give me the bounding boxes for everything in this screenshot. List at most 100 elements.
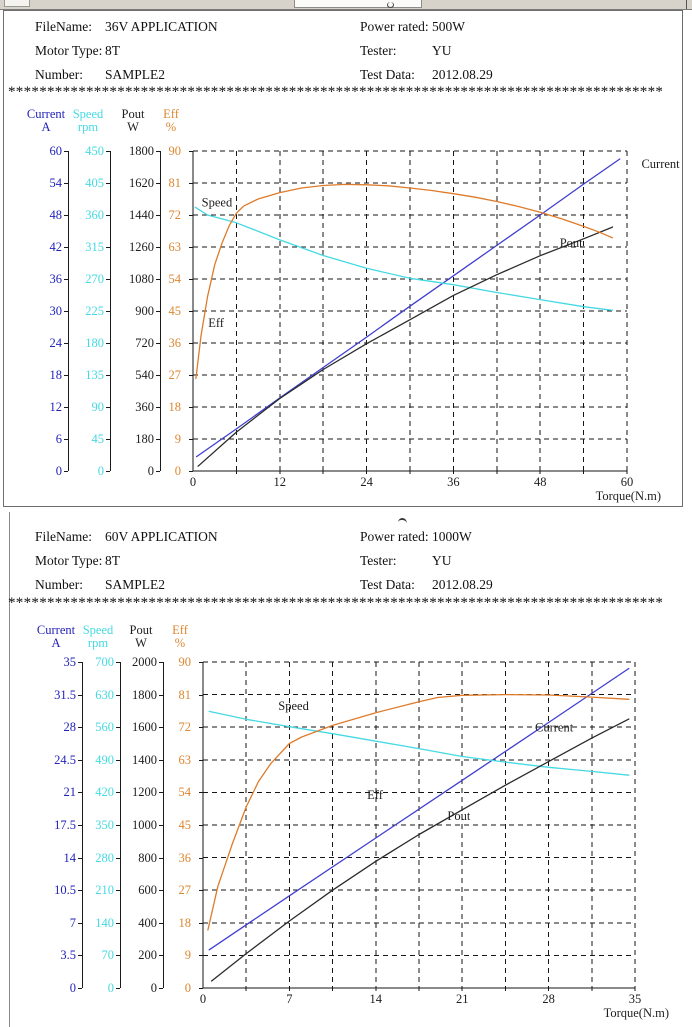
toolbar-glyph-icon: [387, 2, 394, 8]
y-axis-tick-label: 45: [178, 818, 192, 832]
y-axis-tick-label: 490: [95, 752, 114, 767]
y-axis-tick-label: 27: [178, 883, 192, 898]
toolbar-strip: [0, 0, 692, 10]
header-row: Number: SAMPLE2 Test Data: 2012.08.29: [0, 577, 692, 595]
y-axis-tick-label: 140: [95, 915, 114, 930]
y-axis-tick-label: 36: [168, 336, 182, 350]
motor-type-value: 8T: [105, 43, 120, 58]
y-axis-tick: [116, 955, 120, 957]
y-axis-tick: [64, 183, 68, 184]
y-axis-tick-label: 180: [135, 432, 154, 446]
y-axis-tick-label: 210: [95, 883, 114, 898]
y-axis-tick-label: 3.5: [60, 948, 76, 963]
x-axis-tick-label: 0: [190, 475, 196, 489]
y-axis-line: [82, 662, 83, 988]
x-axis-tick-label: 35: [629, 992, 642, 1006]
toolbar-button[interactable]: [4, 0, 30, 7]
motor-type-value: 8T: [105, 553, 120, 568]
header-row: Number: SAMPLE2 Test Data: 2012.08.29: [0, 67, 692, 85]
y-axis-tick: [159, 922, 163, 924]
header-row: Motor Type: 8T Tester: YU: [0, 553, 692, 571]
y-axis-tick: [156, 151, 160, 152]
y-axis-title-eff: Eff%: [163, 107, 179, 134]
y-axis-tick: [189, 343, 193, 344]
series-label-speed: Speed: [202, 196, 233, 210]
y-axis-tick-label: 360: [135, 400, 154, 414]
y-axis-tick: [64, 471, 68, 472]
y-axis-tick: [64, 343, 68, 344]
y-axis-line: [120, 662, 121, 988]
x-axis-tick-label: 12: [274, 475, 287, 489]
y-axis-tick: [78, 825, 82, 826]
number-label: Number:: [35, 577, 83, 592]
y-axis-tick-label: 1200: [132, 785, 157, 800]
y-axis-tick: [116, 857, 120, 859]
y-axis-tick-label: 45: [91, 432, 105, 446]
y-axis-tick: [64, 215, 68, 216]
tester-value: YU: [432, 553, 452, 568]
header-row: FileName: 36V APPLICATION Power rated: 5…: [0, 19, 692, 37]
series-label-eff: Eff: [367, 788, 384, 802]
y-axis-tick-label: 54: [168, 272, 182, 286]
y-axis-tick: [106, 471, 110, 472]
y-axis-tick: [189, 375, 193, 376]
y-axis-tick: [106, 439, 110, 440]
y-axis-tick: [106, 343, 110, 344]
header-row: FileName: 60V APPLICATION Power rated: 1…: [0, 529, 692, 547]
y-axis-tick: [64, 151, 68, 152]
series-label-current: Current: [535, 721, 574, 735]
y-axis-tick-label: 400: [138, 915, 157, 930]
y-axis-tick: [106, 215, 110, 216]
x-axis-tick-label: 0: [200, 992, 206, 1006]
y-axis-tick-label: 1620: [129, 176, 154, 190]
y-axis-tick-label: 360: [85, 208, 104, 222]
y-axis-tick: [64, 311, 68, 312]
filename-label: FileName:: [35, 19, 92, 34]
y-axis-tick-label: 350: [95, 818, 114, 832]
plot-area: Current Speed Pout Eff 0 12 24 36 48 60Torque(N.m…: [190, 150, 680, 503]
y-axis-tick: [159, 988, 163, 989]
y-axis-title-speed: Speed rpm: [82, 623, 114, 650]
y-axis-tick-label: 600: [138, 883, 157, 898]
number-value: SAMPLE2: [105, 67, 166, 82]
y-axis-tick-label: 630: [95, 687, 114, 702]
x-axis-tick-label: 48: [534, 475, 547, 489]
y-axis-tick-label: 1800: [132, 687, 157, 702]
series-eff: [195, 183, 614, 380]
y-axis-title-eff: Eff%: [172, 623, 188, 650]
motor-type-label: Motor Type:: [35, 43, 103, 58]
y-axis-tick-label: 70: [101, 948, 115, 963]
y-axis-tick: [199, 922, 203, 924]
y-axis-tick: [106, 311, 110, 312]
panel-border: [9, 512, 10, 1027]
y-axis-tick: [106, 375, 110, 376]
y-axis-tick-label: 42: [49, 240, 63, 254]
y-axis-tick: [199, 857, 203, 859]
y-axis-tick: [159, 825, 163, 826]
y-axis-tick-label: 1400: [132, 752, 157, 767]
x-axis-tick-label: 24: [360, 475, 373, 489]
y-axis-tick-label: 35: [63, 655, 77, 669]
y-axis-tick: [189, 439, 193, 440]
y-axis-tick-label: 1080: [129, 272, 154, 286]
y-axis-tick-label: 21: [63, 785, 77, 800]
x-axis-tick-label: 28: [542, 992, 555, 1006]
y-axis-tick-label: 0: [55, 464, 62, 478]
y-axis-tick: [159, 955, 163, 957]
y-axis-tick-label: 180: [85, 336, 104, 350]
series-speed: [208, 710, 630, 776]
y-axis-tick: [64, 407, 68, 408]
y-axis-tick-label: 1440: [129, 208, 154, 222]
separator-asterisks: ****************************************…: [8, 84, 664, 100]
toolbar-field[interactable]: [294, 0, 422, 8]
y-axis-tick: [156, 471, 160, 472]
header-row: Motor Type: 8T Tester: YU: [0, 43, 692, 61]
y-axis-tick-label: 36: [178, 850, 192, 865]
y-axis-tick: [78, 759, 82, 761]
y-axis-tick-label: 81: [168, 176, 182, 190]
y-axis-line: [160, 151, 161, 471]
y-axis-tick-label: 7: [69, 915, 76, 930]
y-axis-tick-label: 540: [135, 368, 154, 382]
report-panel-36v: [3, 10, 683, 507]
